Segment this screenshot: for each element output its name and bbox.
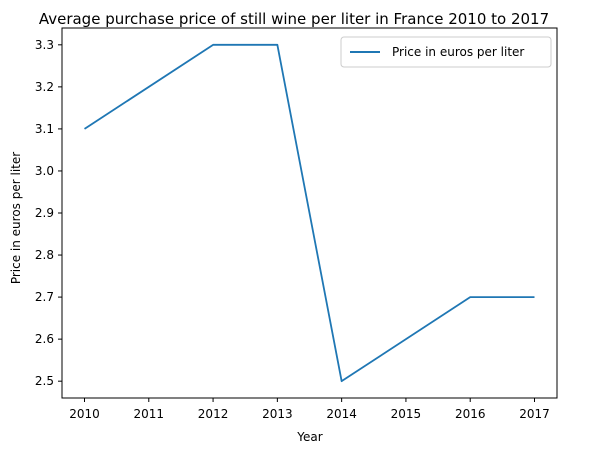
y-axis-label: Price in euros per liter xyxy=(9,152,23,284)
y-tick-label: 3.2 xyxy=(35,80,54,94)
series-layer xyxy=(84,43,535,383)
legend-label: Price in euros per liter xyxy=(392,45,524,59)
x-tick-label: 2012 xyxy=(198,407,229,421)
x-tick-label: 2014 xyxy=(326,407,357,421)
y-axis-ticks: 2.5 2.6 2.7 2.8 2.9 3.0 3.1 3.2 3.3 xyxy=(35,38,62,388)
y-tick-label: 2.9 xyxy=(35,206,54,220)
legend-box xyxy=(340,36,552,68)
y-tick-label: 2.7 xyxy=(35,290,54,304)
y-tick-label: 3.3 xyxy=(35,38,54,52)
x-axis-label: Year xyxy=(296,430,322,444)
x-tick-label: 2017 xyxy=(519,407,550,421)
x-tick-label: 2015 xyxy=(391,407,422,421)
x-tick-label: 2016 xyxy=(455,407,486,421)
chart-title: Average purchase price of still wine per… xyxy=(39,10,549,28)
x-tick-label: 2011 xyxy=(134,407,165,421)
series-line xyxy=(84,43,535,383)
x-tick-label: 2013 xyxy=(262,407,293,421)
legend: Price in euros per liter xyxy=(340,36,552,68)
y-tick-label: 3.0 xyxy=(35,164,54,178)
y-tick-label: 3.1 xyxy=(35,122,54,136)
x-axis-ticks: 2010 2011 2012 2013 2014 2015 2016 2017 xyxy=(69,398,550,421)
y-tick-label: 2.6 xyxy=(35,332,54,346)
x-tick-label: 2010 xyxy=(69,407,100,421)
y-tick-label: 2.8 xyxy=(35,248,54,262)
y-tick-label: 2.5 xyxy=(35,374,54,388)
